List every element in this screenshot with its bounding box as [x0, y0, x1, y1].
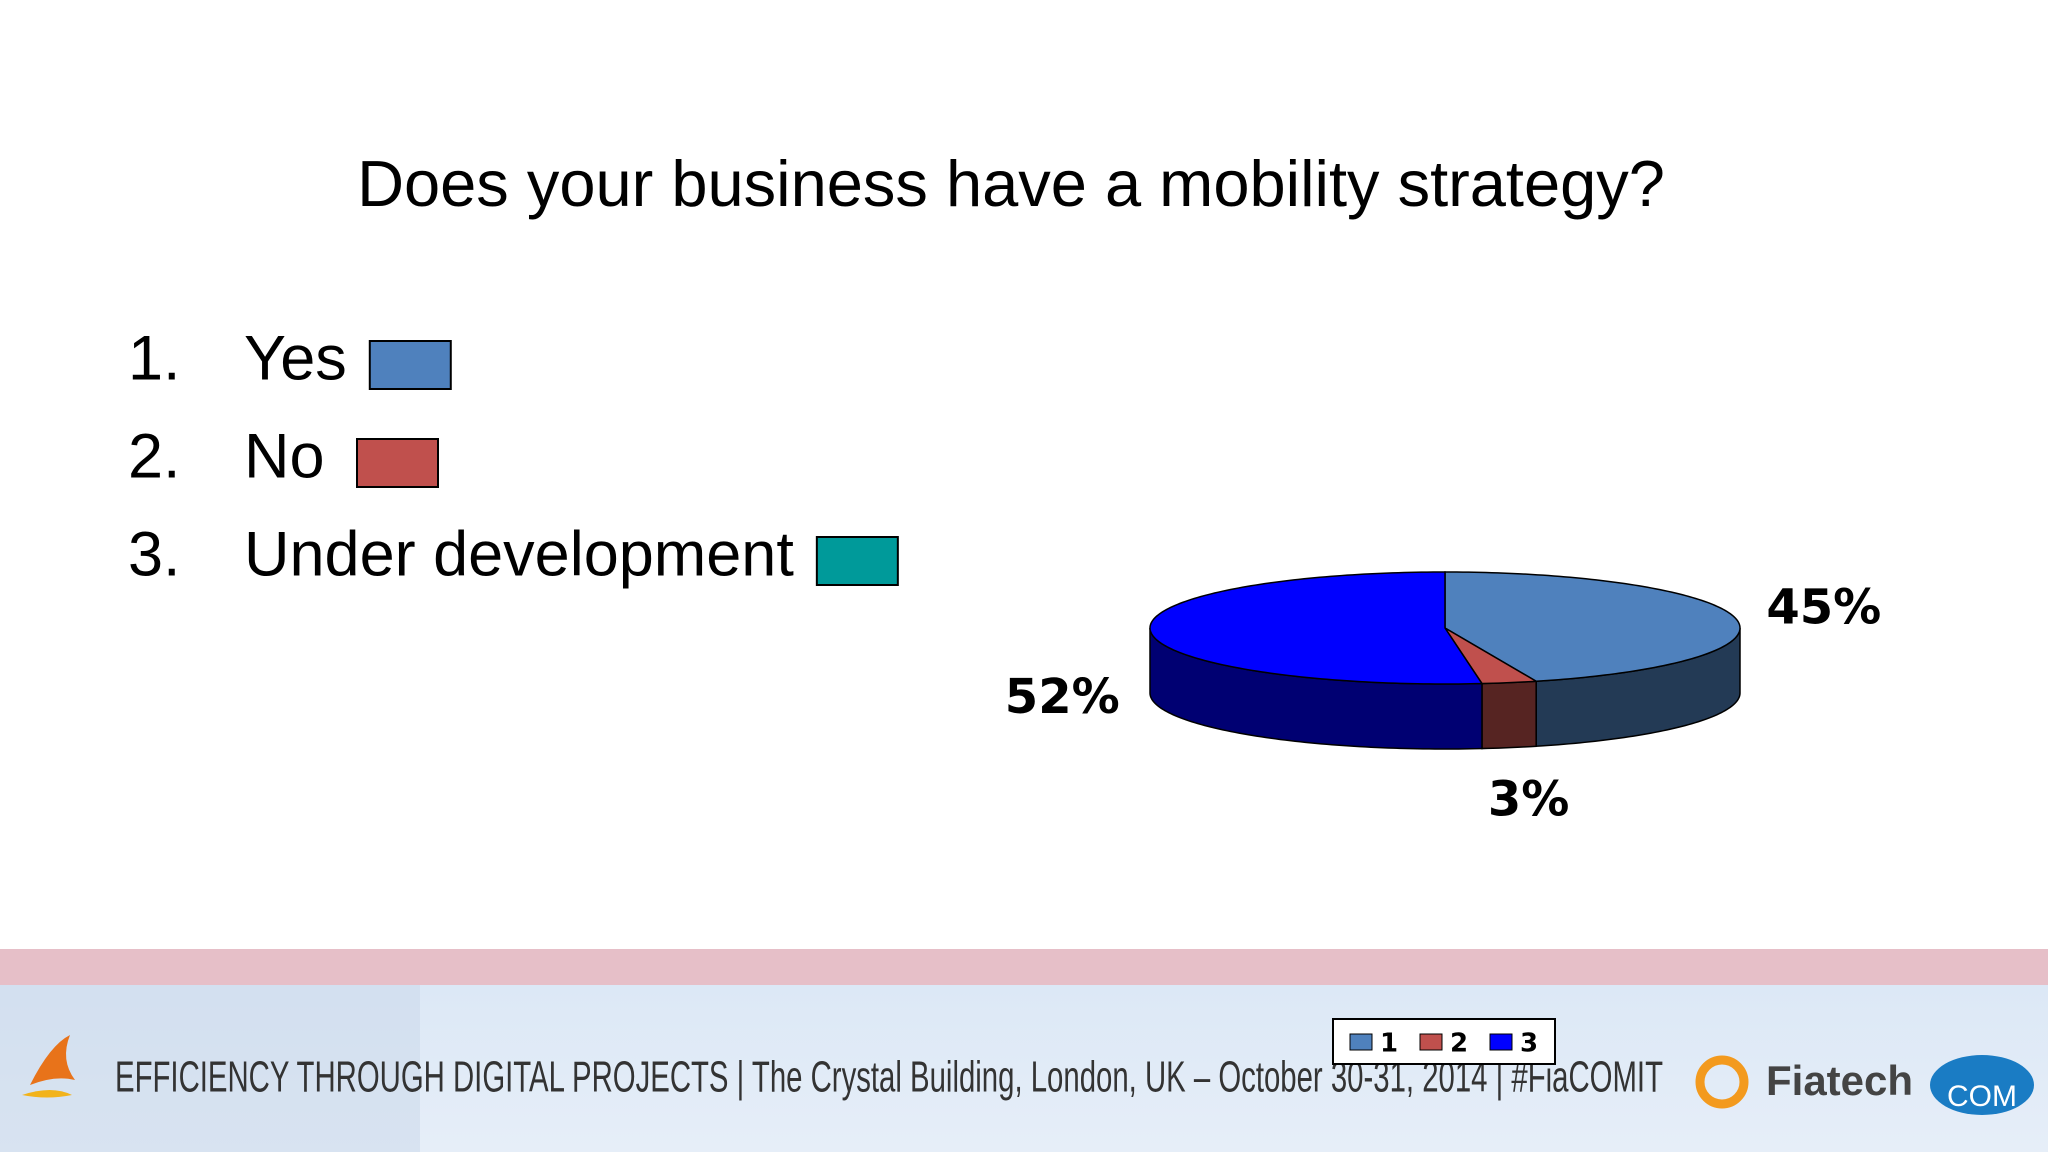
data-label: 45%	[1766, 579, 1881, 635]
com-logo-mark	[1930, 1055, 2034, 1115]
option-number: 2.	[128, 422, 181, 492]
legend: 1 2 3	[1332, 1018, 1556, 1065]
event-logo	[30, 1035, 75, 1085]
legend-label: 1	[1380, 1029, 1398, 1059]
pie-slice	[1149, 571, 1484, 685]
com-logo: COM	[1947, 1080, 2017, 1113]
legend-label: 3	[1520, 1029, 1538, 1059]
pie-slice	[1444, 571, 1741, 683]
pie-slice	[1444, 627, 1539, 685]
pie-slice-side	[1481, 680, 1537, 750]
slide-title: Does your business have a mobility strat…	[357, 147, 1665, 220]
fiatech-logo: Fiatech	[1766, 1057, 1913, 1104]
option-swatch	[356, 438, 439, 488]
option-swatch	[815, 536, 899, 586]
option-number: 3.	[128, 520, 181, 590]
fiatech-logo-mark	[1695, 1055, 1749, 1109]
footer-building	[0, 985, 420, 1152]
legend-swatch	[1349, 1033, 1373, 1051]
data-label: 3%	[1488, 771, 1570, 827]
event-logo-base	[22, 1090, 72, 1098]
legend-label: 2	[1450, 1029, 1468, 1059]
option-list: 1. Yes 2. No 3. Under development	[128, 324, 899, 590]
background	[0, 0, 2048, 949]
legend-swatch	[1419, 1033, 1443, 1051]
footer-band	[0, 949, 2048, 985]
option-label: Yes	[244, 324, 347, 394]
option-number: 1.	[128, 324, 181, 394]
pie-chart: 45% 3% 52%	[1005, 571, 1881, 827]
data-label: 52%	[1005, 669, 1120, 725]
legend-swatch	[1489, 1033, 1513, 1051]
option-label: Under development	[244, 520, 794, 590]
option-label: No	[244, 422, 325, 492]
option-swatch	[368, 340, 452, 390]
